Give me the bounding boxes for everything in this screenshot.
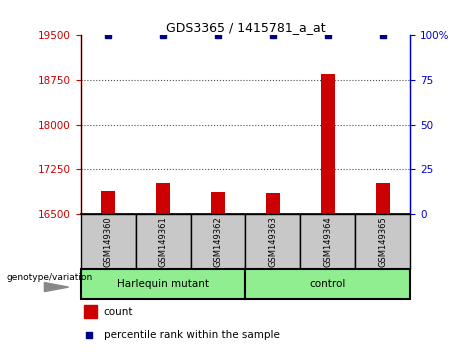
Point: [105, 33, 112, 38]
Point: [324, 33, 331, 38]
Text: GSM149365: GSM149365: [378, 216, 387, 267]
Point: [160, 33, 167, 38]
Text: percentile rank within the sample: percentile rank within the sample: [104, 330, 280, 340]
Text: Harlequin mutant: Harlequin mutant: [117, 279, 209, 289]
Point: [214, 33, 222, 38]
Text: GSM149363: GSM149363: [268, 216, 278, 267]
Point: [379, 33, 386, 38]
Bar: [355, 214, 410, 269]
Text: GSM149362: GSM149362: [213, 216, 223, 267]
Bar: [81, 269, 245, 299]
Title: GDS3365 / 1415781_a_at: GDS3365 / 1415781_a_at: [165, 21, 325, 34]
Bar: [266, 193, 280, 214]
Bar: [211, 192, 225, 214]
Bar: [136, 214, 190, 269]
Bar: [376, 183, 390, 214]
Text: GSM149364: GSM149364: [323, 216, 332, 267]
Point: [269, 33, 277, 38]
Bar: [245, 214, 301, 269]
Bar: [84, 305, 97, 319]
Text: genotype/variation: genotype/variation: [6, 273, 93, 282]
Text: count: count: [104, 307, 133, 316]
Bar: [81, 214, 136, 269]
Bar: [156, 183, 170, 214]
Text: control: control: [310, 279, 346, 289]
Bar: [245, 269, 410, 299]
Point: [85, 332, 93, 338]
Bar: [101, 191, 115, 214]
Text: GSM149361: GSM149361: [159, 216, 168, 267]
Bar: [321, 74, 335, 214]
Bar: [301, 214, 355, 269]
Bar: [190, 214, 245, 269]
Polygon shape: [44, 282, 69, 292]
Text: GSM149360: GSM149360: [104, 216, 112, 267]
